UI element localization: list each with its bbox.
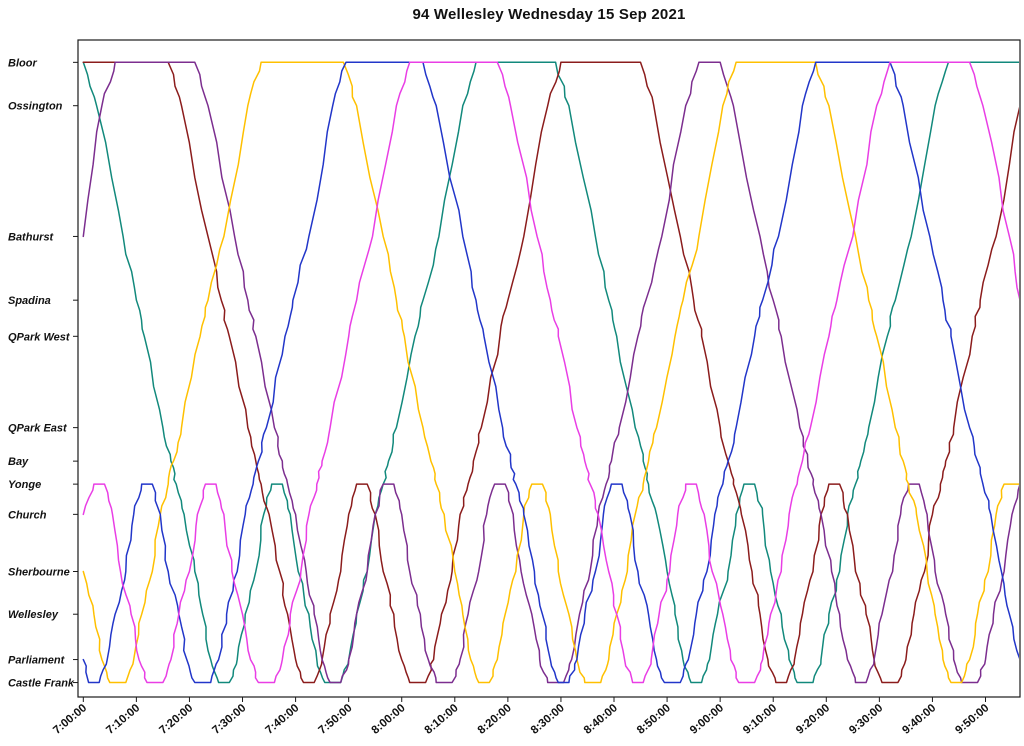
x-tick-label: 8:00:00 — [370, 702, 408, 737]
series-group — [82, 61, 1019, 684]
y-axis: Bloor Ossington Bathurst Spadina QPark West Q… — [8, 57, 78, 690]
x-tick-label: 8:10:00 — [423, 702, 461, 737]
x-tick-label: 8:50:00 — [635, 702, 673, 737]
trajectory-vehicle-blue — [82, 61, 1019, 684]
x-tick-label: 7:30:00 — [210, 702, 248, 737]
station-label: Bloor — [8, 57, 37, 69]
station-label: Spadina — [8, 295, 51, 307]
station-label: Bathurst — [8, 231, 55, 243]
trajectory-vehicle-gold — [82, 61, 1019, 684]
station-label: Ossington — [8, 101, 63, 113]
trajectory-vehicle-teal — [82, 61, 1019, 684]
x-tick-label: 7:40:00 — [263, 702, 301, 737]
x-tick-label: 7:10:00 — [104, 702, 142, 737]
station-label: Yonge — [8, 479, 41, 491]
x-tick-label: 9:30:00 — [847, 702, 885, 737]
station-label: Church — [8, 509, 47, 521]
x-tick-label: 9:10:00 — [741, 702, 779, 737]
station-label: Sherbourne — [8, 567, 70, 579]
trajectory-vehicle-magenta — [82, 61, 1019, 684]
x-tick-label: 8:20:00 — [476, 702, 514, 737]
station-label: QPark East — [8, 423, 68, 435]
station-label: Bay — [8, 456, 29, 468]
x-tick-label: 9:00:00 — [688, 702, 726, 737]
x-tick-label: 9:50:00 — [953, 702, 991, 737]
x-tick-label: 9:40:00 — [900, 702, 938, 737]
station-label: QPark West — [8, 331, 71, 343]
x-tick-label: 8:30:00 — [529, 702, 567, 737]
station-label: Parliament — [8, 655, 66, 667]
trajectory-vehicle-purple — [82, 61, 1019, 684]
x-tick-label: 7:20:00 — [157, 702, 195, 737]
x-tick-label: 9:20:00 — [794, 702, 832, 737]
trajectory-vehicle-maroon — [82, 61, 1019, 684]
x-tick-label: 8:40:00 — [582, 702, 620, 737]
x-tick-label: 7:50:00 — [317, 702, 355, 737]
x-tick-label: 7:00:00 — [51, 702, 89, 737]
plot-frame — [77, 39, 1021, 698]
station-label: Castle Frank — [8, 678, 75, 690]
x-axis: 7:00:00 7:10:00 7:20:00 7:30:00 7:40:00 7:50:… — [51, 697, 991, 737]
chart-title: 94 Wellesley Wednesday 15 Sep 2021 — [412, 6, 686, 23]
station-label: Wellesley — [8, 609, 59, 621]
